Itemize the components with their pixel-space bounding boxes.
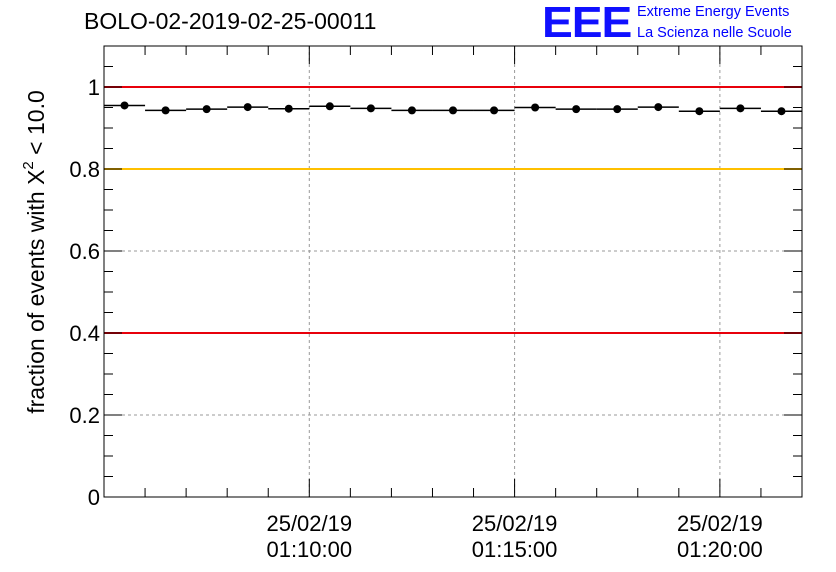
y-tick-label: 0.2 (69, 403, 100, 428)
eee-logo-mark: EEE (542, 0, 632, 47)
x-tick-label-date: 25/02/19 (472, 511, 558, 536)
x-tick-label-time: 01:10:00 (266, 537, 352, 562)
data-point (161, 106, 170, 115)
data-point (325, 102, 334, 111)
data-point (736, 104, 745, 113)
data-point (449, 106, 457, 115)
x-tick-label-time: 01:15:00 (472, 537, 558, 562)
x-tick-label-date: 25/02/19 (266, 511, 352, 536)
chart-title: BOLO-02-2019-02-25-00011 (84, 8, 377, 34)
data-point (366, 104, 375, 113)
y-tick-label: 1 (88, 75, 100, 100)
data-point (120, 101, 129, 110)
logo-line-1: Extreme Energy Events (637, 4, 790, 20)
data-point (202, 105, 211, 114)
y-tick-label: 0.4 (69, 321, 100, 346)
data-point (490, 106, 499, 115)
data-point (243, 103, 252, 112)
x-tick-label-date: 25/02/19 (677, 511, 763, 536)
y-tick-label: 0 (88, 485, 100, 510)
data-point (613, 105, 622, 114)
y-tick-label: 0.6 (69, 239, 100, 264)
eee-logo: EEE Extreme Energy Events La Scienza nel… (542, 0, 832, 47)
data-point (284, 104, 293, 113)
x-tick-label-time: 01:20:00 (677, 537, 763, 562)
data-point (407, 106, 416, 115)
data-point (572, 105, 581, 114)
data-point (695, 107, 704, 116)
data-point (531, 103, 540, 112)
data-point (654, 103, 663, 112)
logo-line-2: La Scienza nelle Scuole (637, 25, 792, 41)
data-point (777, 107, 786, 116)
y-tick-label: 0.8 (69, 157, 100, 182)
